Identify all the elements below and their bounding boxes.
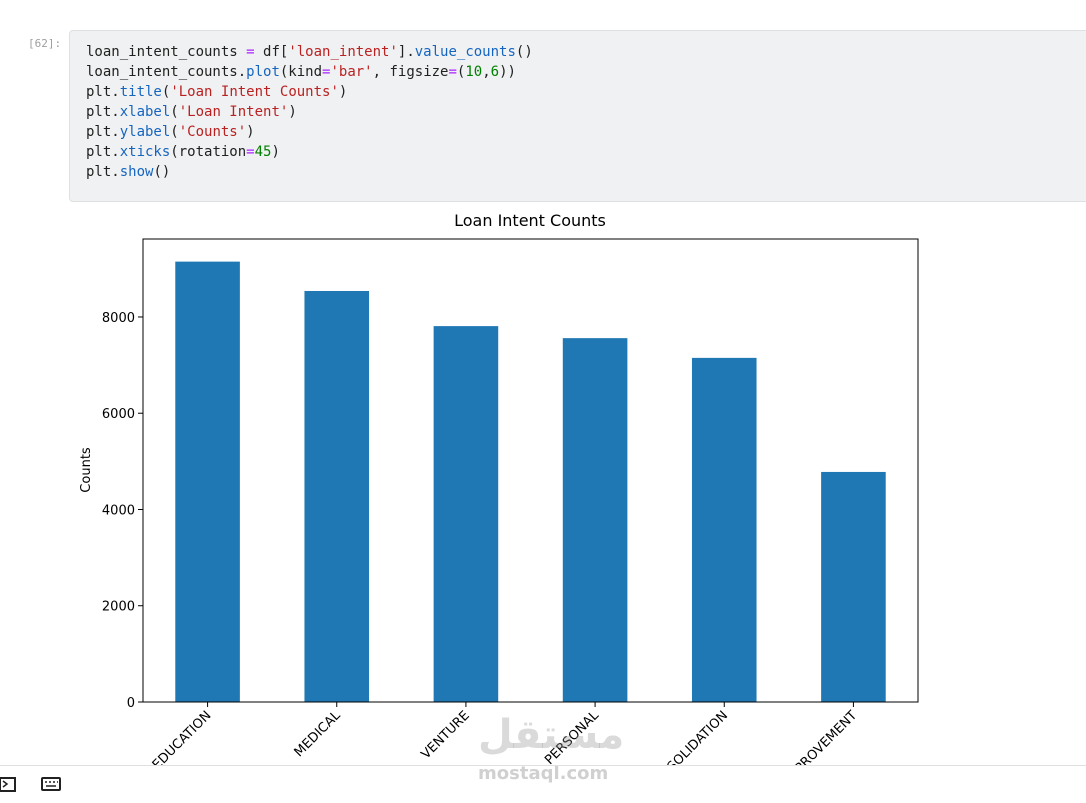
plot-frame	[142, 238, 919, 703]
keyboard-keys	[45, 781, 58, 787]
x-tick-label: MEDICAL	[292, 708, 344, 760]
code: loan_intent_counts = df['loan_intent'].v…	[86, 42, 533, 182]
code-line: plt.xlabel('Loan Intent')	[86, 104, 297, 120]
code-line: loan_intent_counts = df['loan_intent'].v…	[86, 44, 533, 60]
y-tick-label: 0	[127, 696, 135, 711]
bar	[821, 471, 886, 702]
status-bar	[0, 765, 1086, 803]
x-tick-label: EDUCATION	[150, 708, 215, 765]
code-line: loan_intent_counts.plot(kind='bar', figs…	[86, 64, 516, 80]
terminal-icon[interactable]	[0, 777, 16, 792]
chart: Loan Intent Counts Counts 0 2000 4000 6000 8…	[79, 211, 919, 765]
chart-title: Loan Intent Counts	[454, 211, 606, 230]
code-line: plt.xticks(rotation=45)	[86, 144, 280, 160]
bar	[691, 357, 757, 702]
x-tick-label: HOMEIMPROVEMENT	[754, 708, 861, 765]
y-axis-label: Counts	[79, 447, 94, 493]
code-line: plt.title('Loan Intent Counts')	[86, 84, 348, 100]
keyboard-icon[interactable]	[41, 777, 61, 791]
y-tick-label: 6000	[102, 407, 135, 422]
x-tick-label: DEBTCONSOLIDATION	[620, 708, 731, 765]
y-tick-label: 4000	[102, 503, 135, 518]
code-line: plt.show()	[86, 164, 171, 180]
code-cell[interactable]	[69, 30, 1086, 202]
terminal-glyph	[2, 780, 9, 788]
bar	[304, 290, 370, 702]
bar	[433, 326, 499, 702]
x-tick-label: VENTURE	[419, 708, 473, 762]
y-tick-label: 8000	[102, 311, 135, 326]
cell-prompt: [62]:	[28, 37, 62, 50]
y-tick-label: 2000	[102, 600, 135, 615]
bar	[562, 338, 628, 702]
code-line: plt.ylabel('Counts')	[86, 124, 255, 140]
bar	[175, 261, 240, 702]
status-icons	[0, 777, 61, 792]
watermark-logo: مستقل	[478, 712, 625, 758]
watermark-site: mostaql.com	[478, 763, 609, 784]
